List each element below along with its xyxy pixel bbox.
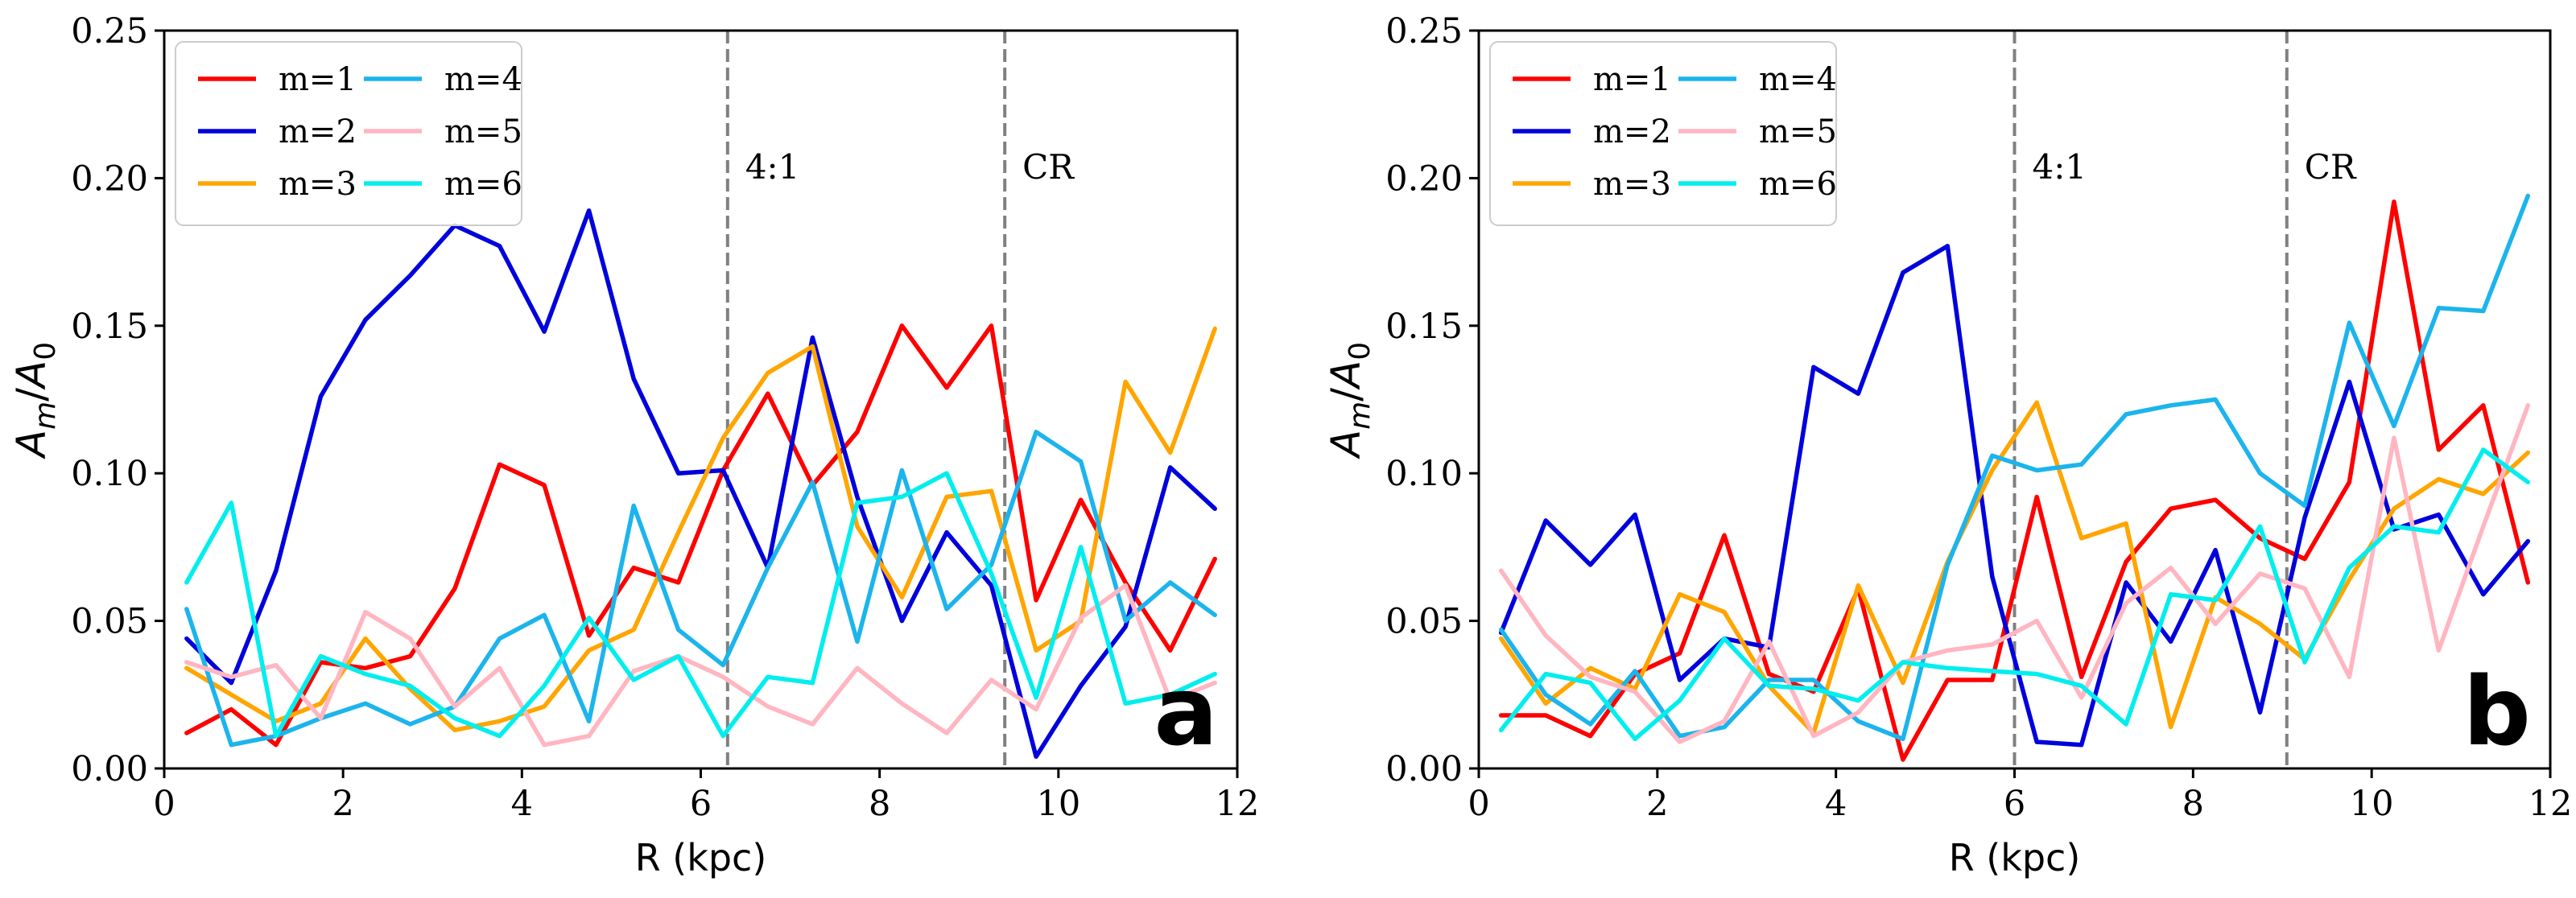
vline-label: 4:1 bbox=[2033, 147, 2087, 187]
y-tick-label: 0.10 bbox=[1385, 454, 1463, 494]
y-tick-label: 0.10 bbox=[71, 454, 148, 494]
y-tick-label: 0.15 bbox=[71, 307, 148, 347]
x-tick-label: 6 bbox=[2004, 784, 2025, 824]
legend-label: m=3 bbox=[279, 166, 357, 203]
legend-box bbox=[175, 41, 522, 226]
vline-label: CR bbox=[1022, 147, 1075, 187]
legend-label: m=5 bbox=[1759, 113, 1837, 150]
x-tick-label: 4 bbox=[511, 784, 533, 824]
y-tick-label: 0.00 bbox=[1385, 749, 1463, 789]
legend-label: m=6 bbox=[444, 166, 522, 203]
x-tick-label: 10 bbox=[2350, 784, 2394, 824]
x-tick-label: 12 bbox=[1216, 784, 1260, 824]
legend-label: m=4 bbox=[444, 61, 522, 98]
x-tick-label: 12 bbox=[2529, 784, 2573, 824]
x-axis-label: R (kpc) bbox=[1949, 836, 2081, 879]
x-tick-label: 0 bbox=[1468, 784, 1489, 824]
x-axis-label: R (kpc) bbox=[635, 836, 767, 879]
series-line-m=6 bbox=[184, 471, 1217, 739]
panel-label: a bbox=[1154, 656, 1218, 767]
series-line-m=1 bbox=[184, 323, 1217, 748]
legend-label: m=6 bbox=[1759, 166, 1837, 203]
series-line-m=4 bbox=[184, 430, 1217, 748]
y-tick-label: 0.25 bbox=[71, 11, 148, 51]
x-tick-label: 10 bbox=[1036, 784, 1080, 824]
y-axis-label: Am/A0 bbox=[8, 342, 62, 459]
legend-label: m=3 bbox=[1593, 166, 1671, 203]
legend-label: m=1 bbox=[1593, 61, 1671, 98]
y-tick-label: 0.25 bbox=[1385, 11, 1463, 51]
series-line-m=5 bbox=[184, 583, 1217, 748]
series-line-m=3 bbox=[184, 326, 1217, 733]
y-tick-label: 0.20 bbox=[1385, 159, 1463, 199]
legend-label: m=4 bbox=[1759, 61, 1837, 98]
vline-label: 4:1 bbox=[745, 147, 800, 187]
legend-label: m=2 bbox=[1593, 113, 1671, 150]
y-tick-label: 0.05 bbox=[1385, 602, 1463, 642]
y-tick-label: 0.20 bbox=[71, 159, 148, 199]
y-tick-label: 0.15 bbox=[1385, 307, 1463, 347]
legend-box bbox=[1489, 41, 1837, 226]
x-tick-label: 4 bbox=[1825, 784, 1847, 824]
panel-b: 4:1 CR 0 2 4 6 8 10 12 0.00 0.05 0.10 0.15 0.20 0.25 R … bbox=[1323, 11, 2572, 879]
vline-label: CR bbox=[2305, 147, 2357, 187]
x-tick-label: 8 bbox=[869, 784, 890, 824]
x-tick-label: 2 bbox=[332, 784, 353, 824]
series-line-m=2 bbox=[184, 208, 1217, 760]
x-tick-label: 6 bbox=[690, 784, 712, 824]
panel-a: 4:1 CR 0 2 4 6 8 10 12 0.00 0.05 0.10 0.15 0.20 0.25 R … bbox=[8, 11, 1259, 879]
x-tick-label: 8 bbox=[2182, 784, 2204, 824]
series-line-m=2 bbox=[1498, 244, 2531, 748]
x-tick-label: 0 bbox=[153, 784, 175, 824]
x-tick-label: 2 bbox=[1646, 784, 1668, 824]
series-line-m=4 bbox=[1498, 193, 2531, 742]
legend-label: m=2 bbox=[279, 113, 357, 150]
series-line-m=5 bbox=[1498, 403, 2531, 744]
y-tick-label: 0.00 bbox=[71, 749, 148, 789]
panel-label: b bbox=[2463, 656, 2531, 767]
y-tick-label: 0.05 bbox=[71, 602, 148, 642]
series-line-m=3 bbox=[1498, 400, 2531, 735]
legend-label: m=5 bbox=[444, 113, 522, 150]
series-line-m=6 bbox=[1498, 447, 2531, 742]
legend-label: m=1 bbox=[279, 61, 357, 98]
y-axis-label: Am/A0 bbox=[1323, 342, 1377, 459]
